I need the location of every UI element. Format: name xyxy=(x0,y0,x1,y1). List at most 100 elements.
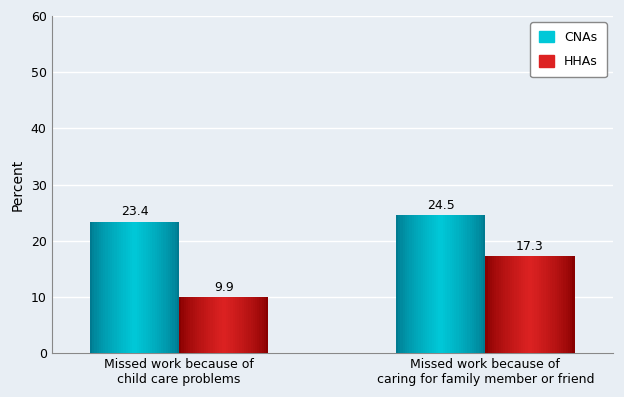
Bar xyxy=(240,297,241,353)
Bar xyxy=(230,297,233,353)
Bar xyxy=(525,256,528,353)
Bar xyxy=(161,222,163,353)
Bar xyxy=(246,297,248,353)
Bar xyxy=(208,297,210,353)
Bar xyxy=(398,216,401,353)
Bar xyxy=(251,297,253,353)
Bar xyxy=(197,297,199,353)
Bar xyxy=(485,256,487,353)
Bar xyxy=(179,297,182,353)
Bar xyxy=(264,297,266,353)
Bar xyxy=(112,222,114,353)
Bar xyxy=(447,216,449,353)
Bar xyxy=(206,297,208,353)
Bar xyxy=(241,297,244,353)
Bar xyxy=(117,222,119,353)
Bar xyxy=(183,297,186,353)
Bar xyxy=(145,222,148,353)
Bar xyxy=(188,297,190,353)
Bar xyxy=(97,222,99,353)
Bar xyxy=(108,222,110,353)
Bar xyxy=(514,256,517,353)
Bar xyxy=(557,256,559,353)
Bar xyxy=(494,256,497,353)
Bar xyxy=(548,256,550,353)
Y-axis label: Percent: Percent xyxy=(11,158,25,211)
Bar xyxy=(152,222,155,353)
Bar xyxy=(517,256,519,353)
Bar xyxy=(172,222,175,353)
Bar xyxy=(432,216,434,353)
Bar xyxy=(483,216,485,353)
Bar xyxy=(137,222,139,353)
Bar xyxy=(224,297,226,353)
Bar xyxy=(199,297,202,353)
Bar xyxy=(237,297,240,353)
Bar xyxy=(144,222,145,353)
Bar xyxy=(186,297,188,353)
Bar xyxy=(459,216,461,353)
Bar xyxy=(561,256,563,353)
Bar xyxy=(402,216,405,353)
Bar xyxy=(248,297,251,353)
Bar xyxy=(119,222,121,353)
Text: 24.5: 24.5 xyxy=(427,199,454,212)
Bar xyxy=(253,297,255,353)
Bar xyxy=(421,216,423,353)
Bar xyxy=(134,222,137,353)
Bar xyxy=(90,222,92,353)
Bar xyxy=(481,216,483,353)
Bar xyxy=(132,222,134,353)
Bar xyxy=(190,297,193,353)
Bar xyxy=(210,297,213,353)
Bar xyxy=(235,297,237,353)
Bar xyxy=(544,256,545,353)
Bar xyxy=(226,297,228,353)
Bar xyxy=(472,216,474,353)
Bar xyxy=(130,222,132,353)
Bar xyxy=(454,216,456,353)
Bar xyxy=(530,256,532,353)
Bar xyxy=(555,256,557,353)
Bar xyxy=(559,256,561,353)
Bar xyxy=(105,222,108,353)
Bar xyxy=(261,297,264,353)
Bar xyxy=(563,256,566,353)
Bar xyxy=(512,256,514,353)
Bar xyxy=(534,256,537,353)
Bar xyxy=(222,297,224,353)
Bar xyxy=(103,222,105,353)
Bar xyxy=(266,297,268,353)
Bar xyxy=(510,256,512,353)
Bar xyxy=(429,216,432,353)
Bar xyxy=(508,256,510,353)
Bar xyxy=(177,222,179,353)
Text: 17.3: 17.3 xyxy=(516,239,544,252)
Bar xyxy=(168,222,170,353)
Bar xyxy=(467,216,470,353)
Bar xyxy=(425,216,427,353)
Bar xyxy=(490,256,492,353)
Bar xyxy=(166,222,168,353)
Bar xyxy=(441,216,443,353)
Bar xyxy=(436,216,439,353)
Bar xyxy=(405,216,407,353)
Bar xyxy=(124,222,125,353)
Bar xyxy=(566,256,568,353)
Bar xyxy=(217,297,219,353)
Bar xyxy=(449,216,452,353)
Bar xyxy=(492,256,494,353)
Bar xyxy=(148,222,150,353)
Bar xyxy=(401,216,402,353)
Bar xyxy=(434,216,436,353)
Text: 9.9: 9.9 xyxy=(214,281,233,294)
Bar xyxy=(532,256,534,353)
Bar xyxy=(445,216,447,353)
Bar xyxy=(213,297,215,353)
Bar xyxy=(163,222,166,353)
Bar xyxy=(155,222,157,353)
Bar xyxy=(121,222,124,353)
Bar xyxy=(521,256,524,353)
Bar xyxy=(215,297,217,353)
Bar xyxy=(463,216,466,353)
